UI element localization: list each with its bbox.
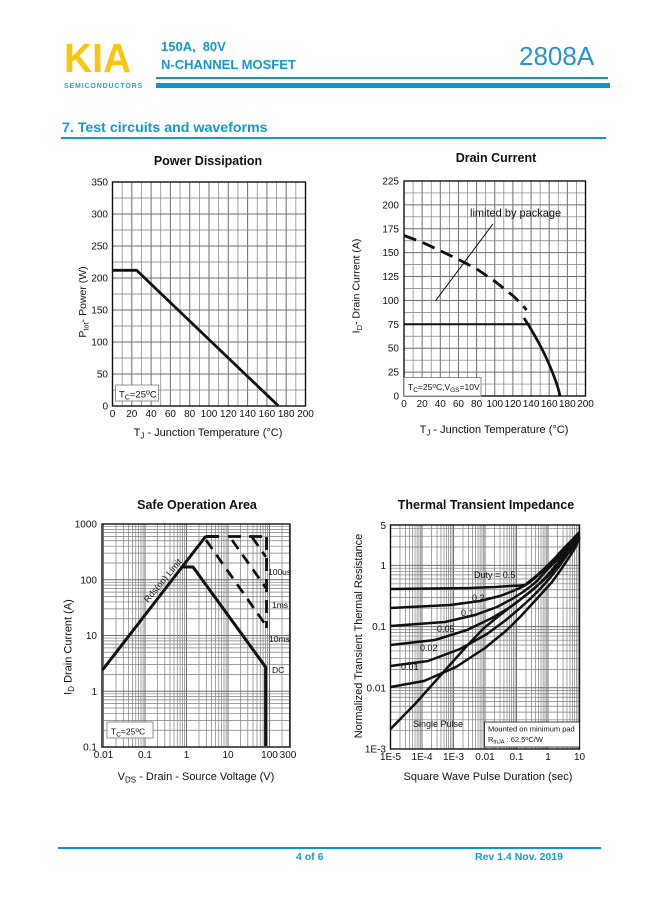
svg-text:100: 100 [91, 338, 108, 349]
svg-text:Mounted on minimum pad: Mounted on minimum pad [488, 725, 575, 734]
svg-text:100: 100 [261, 750, 278, 761]
svg-text:Safe Operation Area: Safe Operation Area [137, 498, 258, 512]
svg-text:TJ - Junction Temperature (°C): TJ - Junction Temperature (°C) [134, 427, 283, 441]
svg-text:50: 50 [97, 370, 109, 381]
svg-text:60: 60 [165, 409, 177, 420]
svg-text:25: 25 [388, 368, 400, 379]
svg-text:10ms: 10ms [269, 634, 290, 644]
svg-text:ID- Drain Current (A): ID- Drain Current (A) [351, 239, 365, 334]
svg-text:250: 250 [91, 242, 108, 253]
svg-text:200: 200 [577, 399, 594, 410]
svg-text:120: 120 [505, 399, 522, 410]
svg-text:0.05: 0.05 [437, 624, 455, 634]
svg-text:ID Drain Current (A): ID Drain Current (A) [63, 599, 77, 695]
svg-text:1ms: 1ms [272, 600, 288, 610]
svg-text:TC=25oC: TC=25oC [119, 390, 157, 402]
svg-text:Ptot- Power (W): Ptot- Power (W) [77, 266, 91, 337]
svg-text:20: 20 [417, 399, 429, 410]
svg-text:0: 0 [401, 399, 407, 410]
svg-text:DC: DC [272, 665, 284, 675]
svg-text:0.1: 0.1 [138, 750, 152, 761]
svg-text:0.1: 0.1 [83, 743, 97, 754]
svg-text:0: 0 [102, 402, 108, 413]
svg-text:Power Dissipation: Power Dissipation [154, 154, 262, 168]
svg-text:1: 1 [184, 750, 190, 761]
svg-text:0.01: 0.01 [367, 683, 387, 694]
svg-text:100: 100 [486, 399, 503, 410]
svg-text:TJ - Junction Temperature (°C): TJ - Junction Temperature (°C) [420, 424, 569, 438]
svg-text:20: 20 [126, 409, 138, 420]
svg-text:RthJA : 62.5oC/W: RthJA : 62.5oC/W [488, 735, 544, 746]
svg-text:100: 100 [80, 575, 97, 586]
svg-text:0.01: 0.01 [401, 662, 419, 672]
svg-text:0: 0 [110, 409, 116, 420]
svg-text:Square Wave Pulse Duration (se: Square Wave Pulse Duration (sec) [404, 771, 573, 783]
svg-text:Thermal Transient Impedance: Thermal Transient Impedance [398, 498, 574, 512]
svg-text:limited by package: limited by package [470, 208, 561, 220]
svg-text:50: 50 [388, 344, 400, 355]
svg-text:0.1: 0.1 [372, 622, 386, 633]
svg-text:0: 0 [393, 392, 399, 403]
svg-text:Duty = 0.5: Duty = 0.5 [474, 570, 515, 580]
svg-text:60: 60 [453, 399, 465, 410]
svg-text:1000: 1000 [75, 520, 98, 531]
svg-text:Single Pulse: Single Pulse [413, 719, 463, 729]
svg-text:100: 100 [382, 296, 399, 307]
svg-text:150: 150 [382, 248, 399, 259]
svg-text:40: 40 [146, 409, 158, 420]
svg-text:225: 225 [382, 177, 399, 188]
svg-text:0.02: 0.02 [420, 643, 438, 653]
svg-text:1E-3: 1E-3 [365, 745, 387, 756]
svg-text:300: 300 [280, 750, 297, 761]
svg-text:300: 300 [91, 210, 108, 221]
svg-text:0.01: 0.01 [475, 752, 495, 763]
svg-text:10: 10 [86, 631, 98, 642]
svg-text:350: 350 [91, 178, 108, 189]
svg-text:150: 150 [91, 306, 108, 317]
svg-text:10: 10 [222, 750, 234, 761]
svg-text:Drain Current: Drain Current [456, 151, 537, 165]
svg-text:1: 1 [380, 561, 386, 572]
svg-text:140: 140 [239, 409, 256, 420]
svg-text:10: 10 [574, 752, 586, 763]
svg-text:TC=25oC,VGS=10V: TC=25oC,VGS=10V [408, 382, 480, 394]
svg-text:120: 120 [220, 409, 237, 420]
svg-text:80: 80 [471, 399, 483, 410]
svg-text:0.01: 0.01 [94, 750, 114, 761]
svg-text:5: 5 [380, 521, 386, 532]
svg-text:Rds(on) Limit: Rds(on) Limit [142, 556, 184, 604]
svg-text:200: 200 [91, 274, 108, 285]
svg-text:1E-4: 1E-4 [411, 752, 433, 763]
svg-text:125: 125 [382, 272, 399, 283]
svg-text:0.2: 0.2 [472, 593, 485, 603]
svg-text:80: 80 [184, 409, 196, 420]
svg-text:1: 1 [91, 687, 97, 698]
svg-text:75: 75 [388, 320, 400, 331]
svg-text:1E-5: 1E-5 [380, 752, 402, 763]
svg-text:100: 100 [201, 409, 218, 420]
svg-text:1E-3: 1E-3 [443, 752, 465, 763]
svg-text:VDS - Drain - Source Voltage (: VDS - Drain - Source Voltage (V) [118, 771, 275, 785]
svg-text:160: 160 [541, 399, 558, 410]
svg-text:0.1: 0.1 [510, 752, 524, 763]
svg-text:1: 1 [545, 752, 551, 763]
svg-text:180: 180 [278, 409, 295, 420]
svg-text:100us: 100us [268, 567, 291, 577]
svg-text:175: 175 [382, 224, 399, 235]
svg-text:200: 200 [297, 409, 314, 420]
svg-text:Normalized Transient Thermal R: Normalized Transient Thermal Resistance [353, 534, 365, 739]
svg-text:140: 140 [523, 399, 540, 410]
svg-text:180: 180 [559, 399, 576, 410]
svg-text:0.1: 0.1 [461, 608, 474, 618]
svg-text:160: 160 [259, 409, 276, 420]
svg-text:40: 40 [435, 399, 447, 410]
svg-text:200: 200 [382, 200, 399, 211]
